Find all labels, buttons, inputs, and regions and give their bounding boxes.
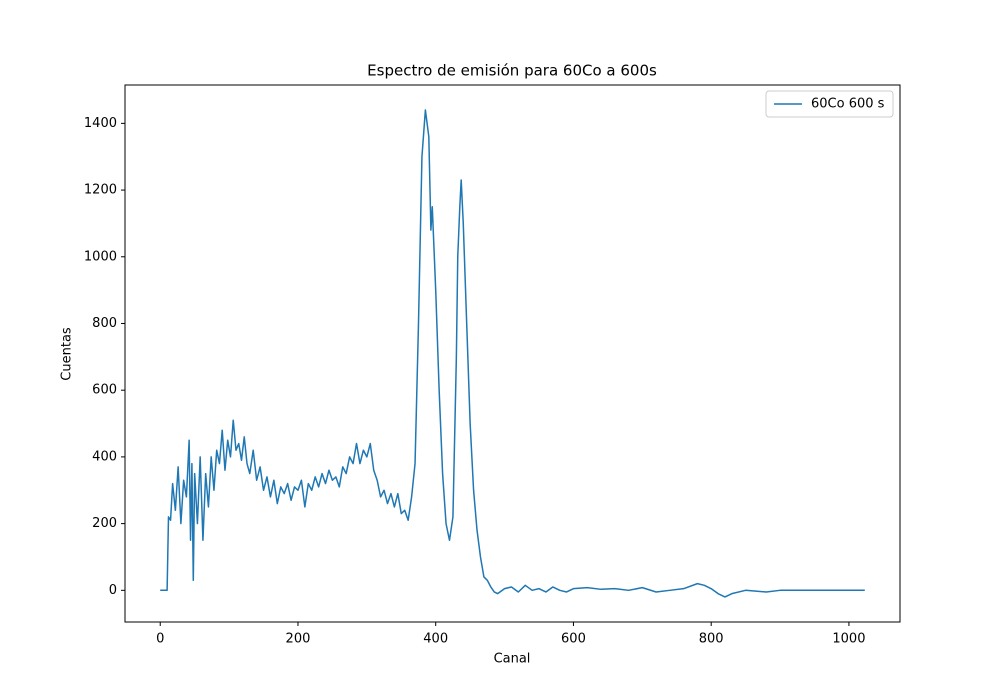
x-tick-label: 200	[286, 632, 311, 647]
x-tick-label: 800	[699, 632, 724, 647]
legend-label: 60Co 600 s	[811, 97, 885, 112]
plot-frame	[124, 84, 901, 623]
x-tick-label: 1000	[832, 632, 865, 647]
y-tick-label: 600	[92, 383, 117, 398]
y-tick-label: 400	[92, 449, 117, 464]
y-tick-label: 0	[109, 583, 117, 598]
legend-box	[765, 90, 894, 118]
y-tick-label: 1400	[84, 116, 117, 131]
x-tick-label: 400	[423, 632, 448, 647]
x-axis-label: Canal	[494, 652, 531, 667]
y-tick-label: 1000	[84, 249, 117, 264]
data-line	[160, 109, 865, 598]
chart-title: Espectro de emisión para 60Co a 600s	[367, 62, 657, 80]
y-tick-label: 200	[92, 516, 117, 531]
x-tick-label: 0	[156, 632, 164, 647]
y-tick-label: 1200	[84, 183, 117, 198]
y-tick-label: 800	[92, 316, 117, 331]
y-axis-label: Cuentas	[60, 327, 75, 381]
x-tick-label: 600	[561, 632, 586, 647]
